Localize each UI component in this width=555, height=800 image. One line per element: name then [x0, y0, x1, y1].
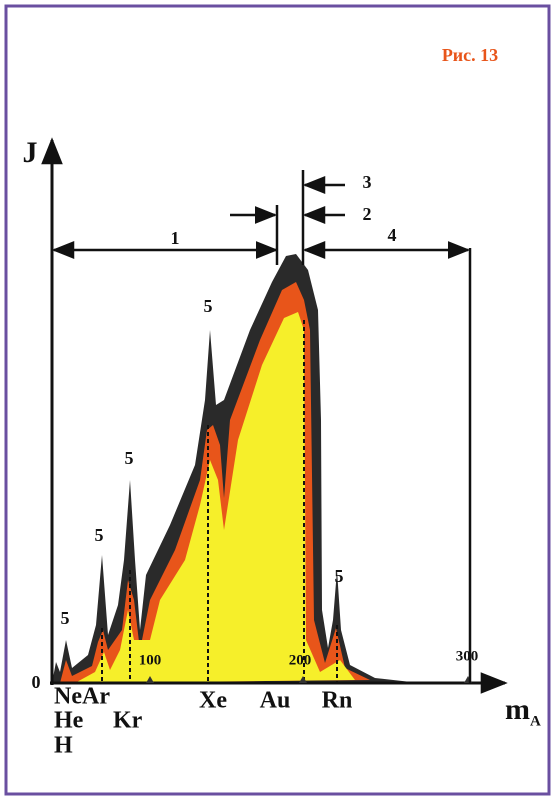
peak-label: 5 [335, 566, 344, 586]
range-label: 4 [388, 225, 397, 245]
element-label: Xe [199, 688, 227, 714]
figure-label: Рис. 13 [442, 45, 498, 65]
element-label: Au [260, 688, 291, 714]
peak-label: 5 [204, 296, 213, 316]
element-label: Rn [322, 688, 353, 714]
range-arrows [51, 170, 472, 683]
tick-marker [299, 676, 307, 683]
spectrum [52, 254, 420, 683]
element-label: H [54, 733, 73, 759]
element-label: Ar [82, 684, 110, 710]
element-label: Ne [54, 684, 82, 710]
y-axis-label: J [23, 136, 38, 169]
range-label: 3 [363, 172, 372, 192]
peak-label: 5 [95, 525, 104, 545]
tick-marker [146, 676, 154, 683]
range-label: 1 [171, 228, 180, 248]
x-axis-subscript: A [530, 713, 541, 729]
element-label: Kr [113, 708, 143, 734]
x-tick-label: 300 [456, 648, 479, 664]
x-tick-label: 100 [139, 652, 162, 668]
x-tick-label: 200 [289, 652, 312, 668]
peak-label: 5 [125, 448, 134, 468]
element-label: He [54, 708, 84, 734]
range-label: 2 [363, 204, 372, 224]
page-frame [4, 4, 551, 796]
origin-label: 0 [32, 672, 41, 692]
x-axis-label: m [505, 693, 530, 726]
peak-guides [101, 320, 338, 683]
peak-label: 5 [61, 608, 70, 628]
spectrum-yellow [75, 312, 355, 683]
